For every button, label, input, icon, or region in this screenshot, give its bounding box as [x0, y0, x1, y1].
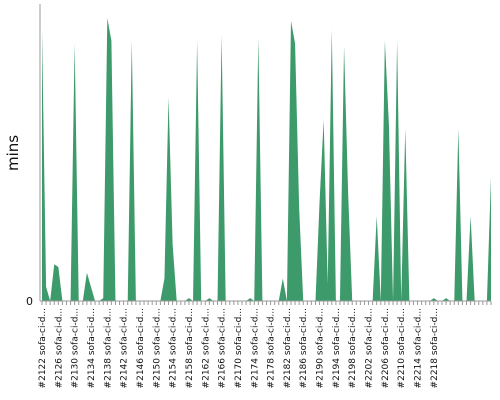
x-tick-label: #2138 sofa-ci-d...: [103, 308, 113, 388]
x-tick-label: #2218 sofa-ci-d...: [430, 308, 440, 388]
plot-area: [42, 18, 491, 301]
y-axis-title: mins: [4, 135, 22, 171]
x-tick-label: #2198 sofa-ci-d...: [348, 308, 358, 388]
x-tick-label: #2122 sofa-ci-d...: [38, 308, 48, 388]
x-tick-label: #2146 sofa-ci-d...: [136, 308, 146, 388]
x-tick-label: #2162 sofa-ci-d...: [201, 308, 211, 388]
x-tick-label: #2154 sofa-ci-d...: [169, 308, 179, 388]
x-tick-label: #2142 sofa-ci-d...: [120, 308, 130, 388]
x-tick-label: #2194 sofa-ci-d...: [332, 308, 342, 388]
x-ticks: #2122 sofa-ci-d... #2126 sofa-ci-d... #213…: [38, 301, 492, 388]
x-tick-label: #2150 sofa-ci-d...: [152, 308, 162, 388]
area-series: [42, 18, 491, 301]
x-tick-label: #2190 sofa-ci-d...: [316, 308, 326, 388]
y-ticks: 0: [26, 295, 33, 308]
y-tick-label: 0: [26, 295, 33, 308]
x-tick-label: #2130 sofa-ci-d...: [71, 308, 81, 388]
x-tick-label: #2158 sofa-ci-d...: [185, 308, 195, 388]
x-tick-label: #2182 sofa-ci-d...: [283, 308, 293, 388]
x-tick-label: #2174 sofa-ci-d...: [250, 308, 260, 388]
x-tick-label: #2214 sofa-ci-d...: [414, 308, 424, 388]
x-tick-label: #2186 sofa-ci-d...: [299, 308, 309, 388]
x-tick-label: #2170 sofa-ci-d...: [234, 308, 244, 388]
x-tick-label: #2210 sofa-ci-d...: [397, 308, 407, 388]
x-tick-label: #2206 sofa-ci-d...: [381, 308, 391, 388]
x-tick-label: #2178 sofa-ci-d...: [267, 308, 277, 388]
x-tick-label: #2134 sofa-ci-d...: [87, 308, 97, 388]
x-tick-label: #2202 sofa-ci-d...: [365, 308, 375, 388]
x-tick-label: #2166 sofa-ci-d...: [218, 308, 228, 388]
x-tick-label: #2126 sofa-ci-d...: [54, 308, 64, 388]
